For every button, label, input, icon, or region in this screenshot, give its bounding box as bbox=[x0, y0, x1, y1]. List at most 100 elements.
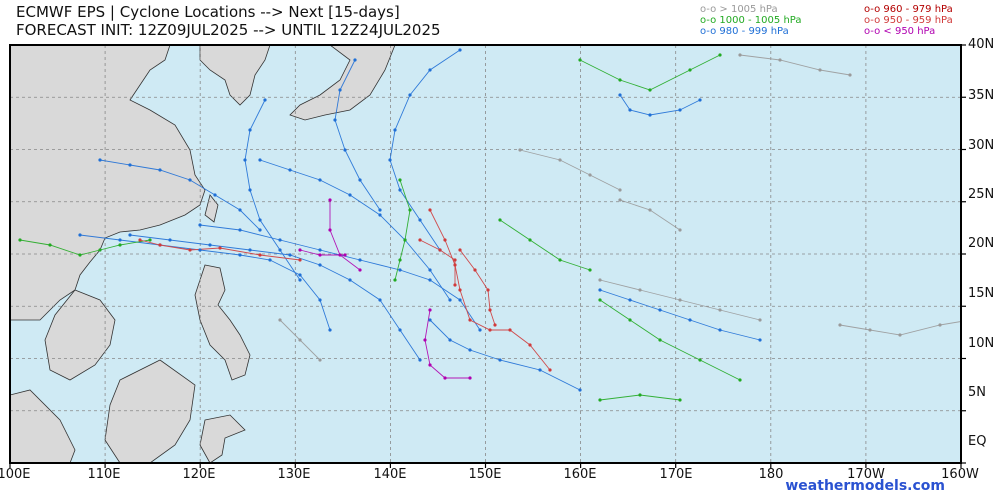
track-point bbox=[648, 88, 652, 92]
credit-link[interactable]: weathermodels.com bbox=[785, 478, 945, 494]
land-sumatra bbox=[10, 389, 76, 463]
track-point bbox=[678, 298, 682, 302]
track-point bbox=[528, 343, 532, 347]
lon-ticks bbox=[9, 463, 962, 468]
track-point bbox=[598, 278, 602, 282]
track-point bbox=[898, 333, 902, 337]
track-point bbox=[168, 238, 172, 242]
track-point bbox=[268, 258, 272, 262]
track-point bbox=[718, 328, 722, 332]
track-point bbox=[638, 393, 642, 397]
track-point bbox=[758, 338, 762, 342]
track-point bbox=[248, 188, 252, 192]
land-korea bbox=[199, 45, 271, 106]
track-point bbox=[418, 218, 422, 222]
track-point bbox=[238, 253, 242, 257]
lat-label: 40N bbox=[968, 37, 995, 52]
track-point bbox=[538, 368, 542, 372]
track-point bbox=[718, 308, 722, 312]
track-point bbox=[448, 298, 452, 302]
lat-label: 5N bbox=[968, 385, 986, 400]
track-point bbox=[578, 388, 582, 392]
track-point bbox=[158, 243, 162, 247]
track-point bbox=[398, 188, 402, 192]
track-point bbox=[378, 213, 382, 217]
track-point bbox=[238, 228, 242, 232]
track-point bbox=[218, 246, 222, 250]
lon-label: 160W bbox=[941, 467, 979, 482]
track-point bbox=[638, 288, 642, 292]
land-vietnam bbox=[44, 289, 116, 381]
track-point bbox=[278, 318, 282, 322]
track-point bbox=[528, 238, 532, 242]
track-point bbox=[848, 73, 852, 77]
lon-label: 100E bbox=[0, 467, 31, 482]
track-point bbox=[628, 108, 632, 112]
forecast-period: FORECAST INIT: 12Z09JUL2025 --> UNTIL 12… bbox=[16, 21, 441, 39]
track-point bbox=[648, 113, 652, 117]
track-point bbox=[298, 248, 302, 252]
track-point bbox=[678, 398, 682, 402]
lon-label: 170W bbox=[847, 467, 885, 482]
track-point bbox=[486, 288, 490, 292]
lon-label: 130E bbox=[277, 467, 311, 482]
track-point bbox=[498, 358, 502, 362]
track-point bbox=[388, 158, 392, 162]
track-point bbox=[358, 268, 362, 272]
track-point bbox=[318, 253, 322, 257]
land-philippines bbox=[194, 264, 251, 381]
track-point bbox=[398, 328, 402, 332]
track-point bbox=[348, 278, 352, 282]
track-point bbox=[428, 208, 432, 212]
lat-label: EQ bbox=[968, 434, 987, 449]
track-point bbox=[418, 358, 422, 362]
track-point bbox=[243, 158, 247, 162]
track-point bbox=[288, 253, 292, 257]
track-point bbox=[618, 188, 622, 192]
track-point bbox=[488, 328, 492, 332]
track-point bbox=[838, 323, 842, 327]
track-point bbox=[258, 228, 262, 232]
track-point bbox=[398, 258, 402, 262]
lat-label: 10N bbox=[968, 336, 995, 351]
track-point bbox=[478, 328, 482, 332]
track-point bbox=[508, 328, 512, 332]
track-point bbox=[263, 98, 267, 102]
track-point bbox=[343, 148, 347, 152]
track-point bbox=[348, 193, 352, 197]
track-point bbox=[968, 318, 971, 321]
track-point bbox=[448, 338, 452, 342]
track-point bbox=[698, 98, 702, 102]
track-point bbox=[518, 148, 522, 152]
lon-label: 140E bbox=[373, 467, 407, 482]
track-point bbox=[248, 248, 252, 252]
track-point bbox=[148, 238, 152, 242]
track-point bbox=[868, 328, 872, 332]
track-point bbox=[343, 253, 347, 257]
track-point bbox=[338, 253, 342, 257]
track-point bbox=[128, 163, 132, 167]
page-title: ECMWF EPS | Cyclone Locations --> Next [… bbox=[16, 3, 400, 21]
track-point bbox=[378, 208, 382, 212]
track-point bbox=[688, 318, 692, 322]
track-point bbox=[78, 253, 82, 257]
track-point bbox=[488, 308, 492, 312]
track-point bbox=[238, 208, 242, 212]
lat-label: 15N bbox=[968, 286, 995, 301]
track-point bbox=[318, 298, 322, 302]
track-point bbox=[378, 298, 382, 302]
track-point bbox=[318, 178, 322, 182]
track-point bbox=[818, 68, 822, 72]
track-point bbox=[318, 263, 322, 267]
track-point bbox=[493, 323, 497, 327]
lon-label: 110E bbox=[87, 467, 121, 482]
track-point bbox=[423, 338, 427, 342]
track-point bbox=[428, 308, 432, 312]
track-point bbox=[453, 263, 457, 267]
lon-label: 180 bbox=[758, 467, 784, 482]
legend-entry: o-o 960 - 979 hPa bbox=[864, 4, 953, 15]
track-point bbox=[418, 238, 422, 242]
lat-label: 30N bbox=[968, 138, 995, 153]
track-point bbox=[428, 268, 432, 272]
